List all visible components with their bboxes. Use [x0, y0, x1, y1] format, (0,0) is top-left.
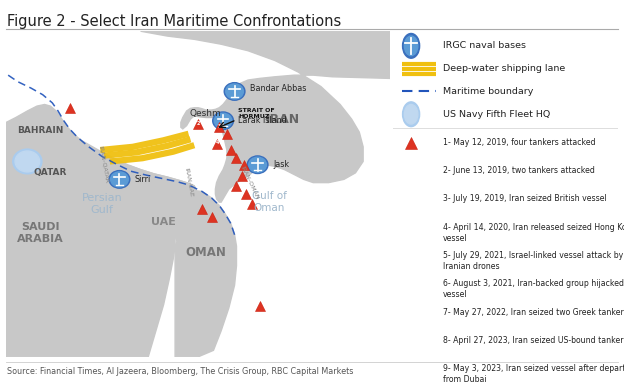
Text: UAE: UAE: [151, 217, 176, 227]
Text: IRAN-UAE: IRAN-UAE: [183, 168, 193, 198]
Circle shape: [218, 116, 228, 124]
Text: SAUDI
ARABIA: SAUDI ARABIA: [17, 222, 64, 244]
Circle shape: [249, 157, 266, 172]
Text: 7- May 27, 2022, Iran seized two Greek tankers: 7- May 27, 2022, Iran seized two Greek t…: [442, 308, 624, 317]
Circle shape: [404, 36, 418, 56]
Text: 5- July 29, 2021, Israel-linked vessel attack by
Iranian drones: 5- July 29, 2021, Israel-linked vessel a…: [442, 251, 623, 271]
Circle shape: [110, 172, 129, 187]
Text: IRAN-QATAR: IRAN-QATAR: [99, 145, 110, 184]
Text: Maritime boundary: Maritime boundary: [442, 87, 533, 96]
Text: 4- April 14, 2020, Iran released seized Hong Kong
vessel: 4- April 14, 2020, Iran released seized …: [442, 223, 624, 243]
Circle shape: [402, 102, 419, 127]
Text: 2: 2: [197, 121, 200, 126]
Circle shape: [214, 113, 232, 128]
Polygon shape: [6, 105, 196, 357]
Text: 3: 3: [218, 124, 221, 129]
Circle shape: [226, 84, 243, 99]
Text: IRGC naval bases: IRGC naval bases: [442, 41, 525, 50]
Text: 3- July 19, 2019, Iran seized British vessel: 3- July 19, 2019, Iran seized British ve…: [442, 194, 607, 203]
Text: 4: 4: [216, 140, 219, 145]
Text: 2- June 13, 2019, two tankers attacked: 2- June 13, 2019, two tankers attacked: [442, 166, 595, 175]
Polygon shape: [175, 191, 236, 357]
Text: Source: Financial Times, Al Jazeera, Bloomberg, The Crisis Group, RBC Capital Ma: Source: Financial Times, Al Jazeera, Blo…: [7, 367, 354, 376]
Text: Sirri: Sirri: [135, 175, 151, 184]
Circle shape: [224, 83, 245, 100]
Text: STRAIT OF
HORMUZ: STRAIT OF HORMUZ: [238, 108, 275, 119]
Text: OMAN: OMAN: [185, 246, 227, 259]
Circle shape: [247, 156, 268, 174]
Text: Persian
Gulf: Persian Gulf: [82, 193, 122, 215]
Circle shape: [115, 175, 124, 182]
Text: BAHRAIN: BAHRAIN: [17, 126, 64, 135]
Text: Qeshm: Qeshm: [190, 109, 222, 118]
Text: 1- May 12, 2019, four tankers attacked: 1- May 12, 2019, four tankers attacked: [442, 138, 595, 147]
Polygon shape: [58, 153, 69, 163]
Text: US Navy Fifth Fleet HQ: US Navy Fifth Fleet HQ: [442, 110, 550, 119]
Text: Deep-water shipping lane: Deep-water shipping lane: [442, 64, 565, 73]
Circle shape: [404, 105, 418, 124]
Polygon shape: [194, 111, 217, 117]
Text: Larak Island: Larak Island: [238, 116, 287, 125]
Text: IRAN-OMAN: IRAN-OMAN: [240, 165, 260, 200]
Text: QATAR: QATAR: [34, 168, 67, 177]
Circle shape: [109, 170, 130, 188]
Text: 9- May 3, 2023, Iran seized vessel after departure
from Dubai: 9- May 3, 2023, Iran seized vessel after…: [442, 364, 624, 385]
Circle shape: [402, 34, 419, 58]
Text: Figure 2 - Select Iran Maritime Confrontations: Figure 2 - Select Iran Maritime Confront…: [7, 14, 342, 28]
Polygon shape: [140, 31, 390, 202]
Circle shape: [12, 149, 42, 174]
Circle shape: [213, 112, 233, 129]
Text: IRAN: IRAN: [265, 113, 300, 126]
Polygon shape: [129, 165, 206, 246]
Text: Gulf of
Oman: Gulf of Oman: [251, 191, 286, 213]
Text: Jask: Jask: [273, 160, 289, 169]
Text: 8- April 27, 2023, Iran seized US-bound tanker: 8- April 27, 2023, Iran seized US-bound …: [442, 336, 623, 345]
Circle shape: [33, 131, 43, 140]
Circle shape: [15, 151, 40, 172]
Text: 6- August 3, 2021, Iran-backed group hijacked
vessel: 6- August 3, 2021, Iran-backed group hij…: [442, 279, 623, 300]
Text: Bandar Abbas: Bandar Abbas: [250, 84, 306, 93]
